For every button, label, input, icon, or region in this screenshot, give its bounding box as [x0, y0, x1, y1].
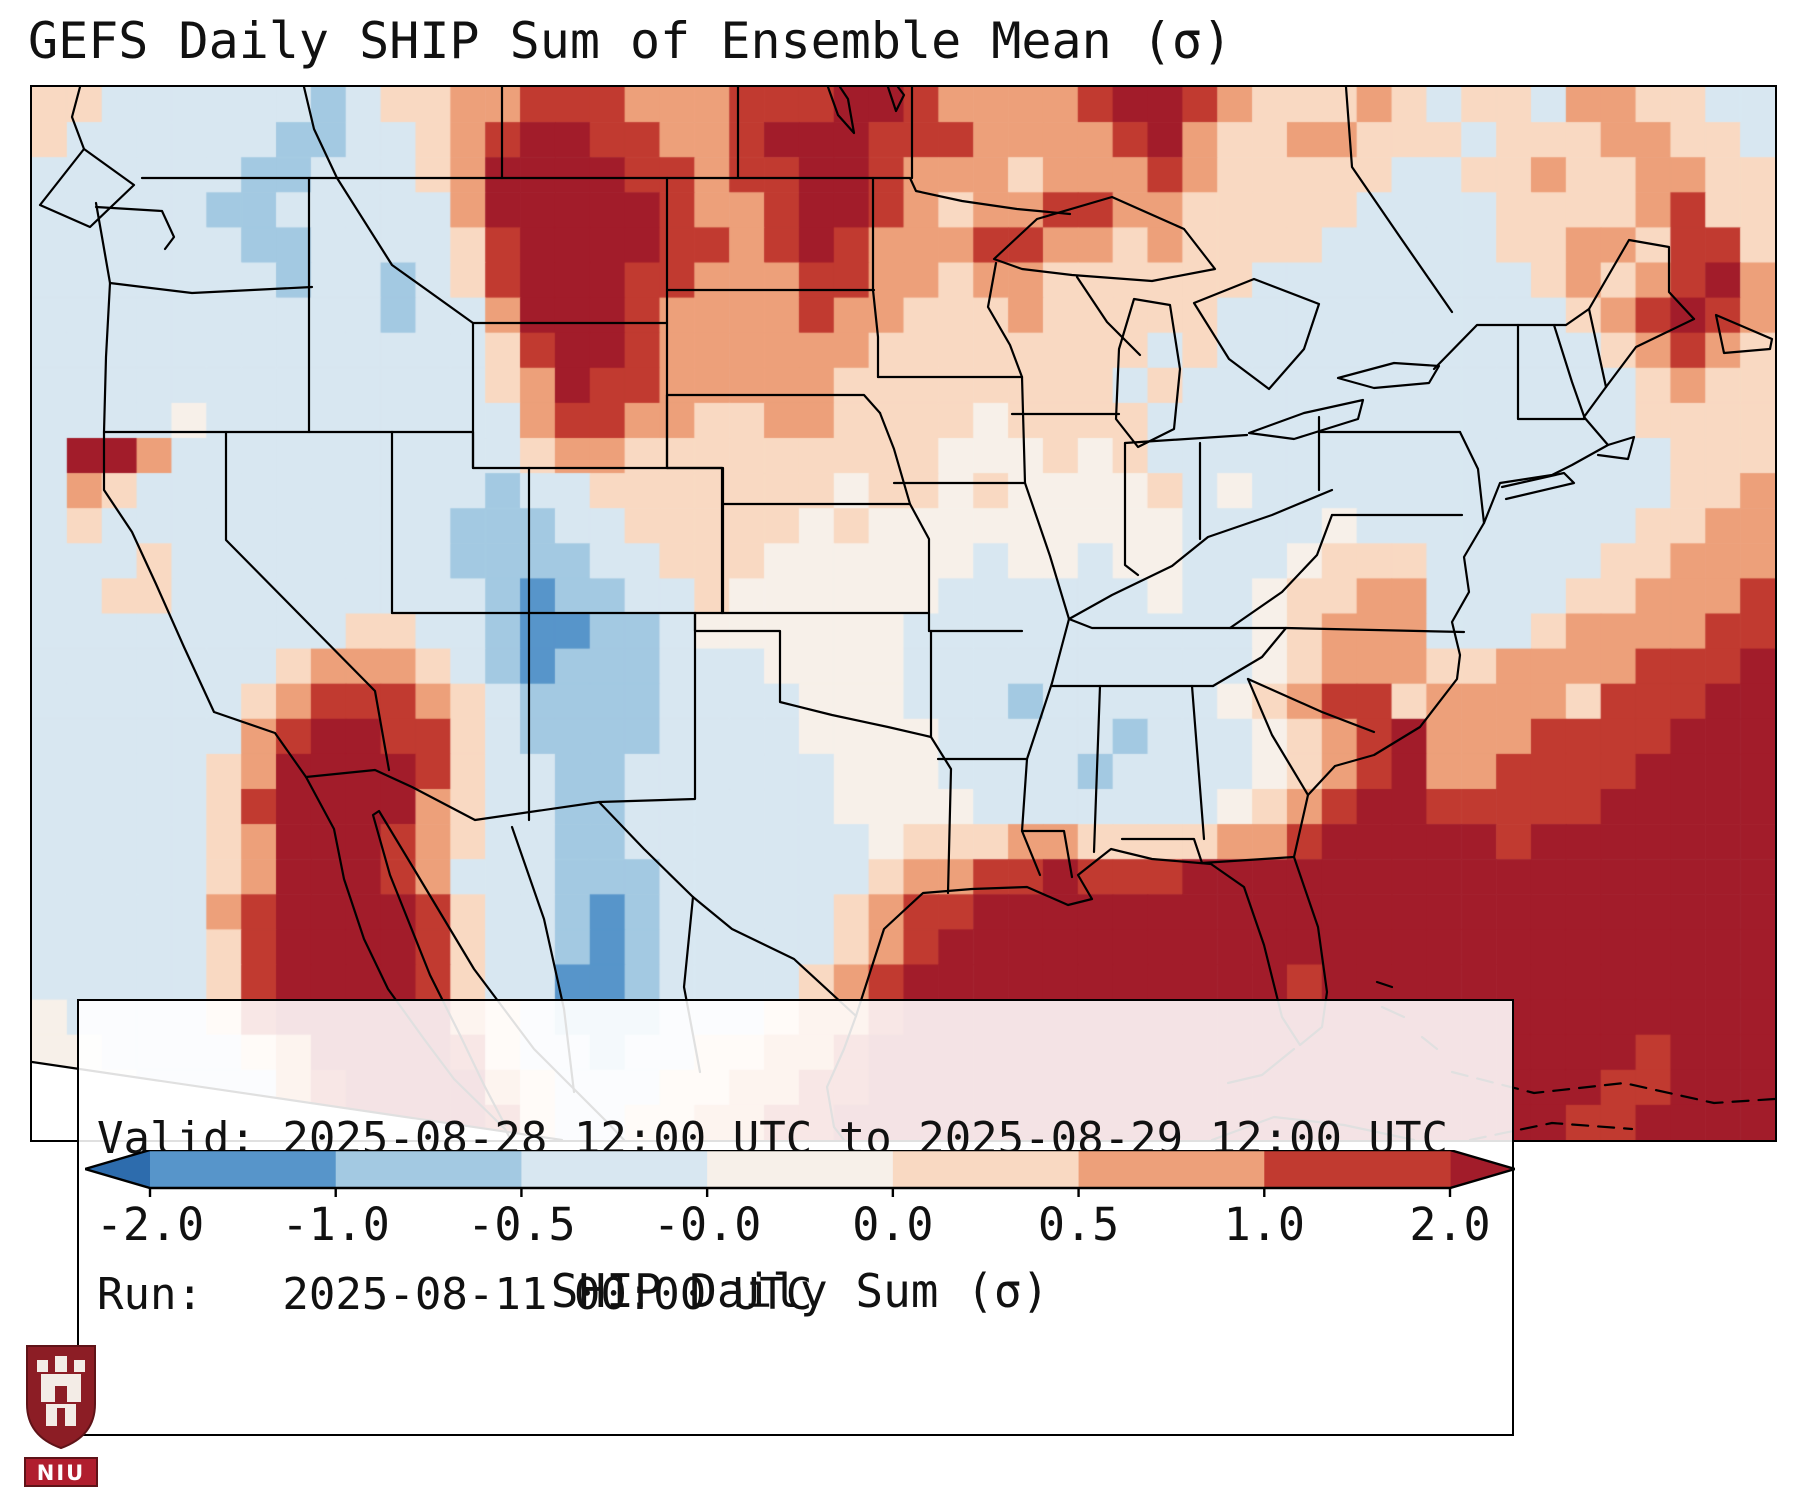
- chart-title: GEFS Daily SHIP Sum of Ensemble Mean (σ): [28, 12, 1233, 70]
- colorbar-axis-label: SHIP Daily Sum (σ): [550, 1264, 1050, 1318]
- map-plot-area: Valid: 2025-08-28 12:00 UTC to 2025-08-2…: [30, 85, 1777, 1437]
- colorbar-extend-high: [1450, 1150, 1515, 1188]
- colorbar-segment: [1264, 1150, 1451, 1188]
- colorbar-tick-label: -1.0: [281, 1198, 390, 1251]
- colorbar-segment: [1078, 1150, 1265, 1188]
- colorbar-tick-label: -0.0: [652, 1198, 762, 1251]
- colorbar-tick-label: 2.0: [1409, 1198, 1491, 1251]
- colorbar-segment: [892, 1150, 1080, 1188]
- castle-gate: [55, 1386, 67, 1426]
- colorbar-tick-label: 0.0: [852, 1198, 934, 1251]
- colorbar-extend-low: [85, 1150, 150, 1188]
- colorbar-segment: [521, 1150, 708, 1188]
- colorbar-segment: [150, 1150, 337, 1188]
- colorbar-tick-label: -0.5: [467, 1198, 576, 1251]
- logo-text: NIU: [37, 1461, 85, 1485]
- ship-heatmap: [32, 87, 1775, 1140]
- colorbar-svg: [80, 1148, 1520, 1197]
- niu-logo: NIU: [20, 1342, 102, 1492]
- colorbar-tick-labels: -2.0 -1.0 -0.5 -0.0 0.0 0.5 1.0 2.0: [85, 1198, 1515, 1251]
- colorbar-tick-label: 0.5: [1037, 1198, 1120, 1251]
- logo-banner: [24, 1457, 98, 1487]
- run-time-text: Run: 2025-08-11 00:00 UTC: [97, 1268, 813, 1320]
- colorbar-segment: [707, 1150, 894, 1188]
- colorbar-segment: [335, 1150, 523, 1188]
- colorbar-tick-label: -2.0: [95, 1198, 205, 1251]
- colorbar: [80, 1148, 1520, 1200]
- colorbar-tick-label: 1.0: [1223, 1198, 1305, 1251]
